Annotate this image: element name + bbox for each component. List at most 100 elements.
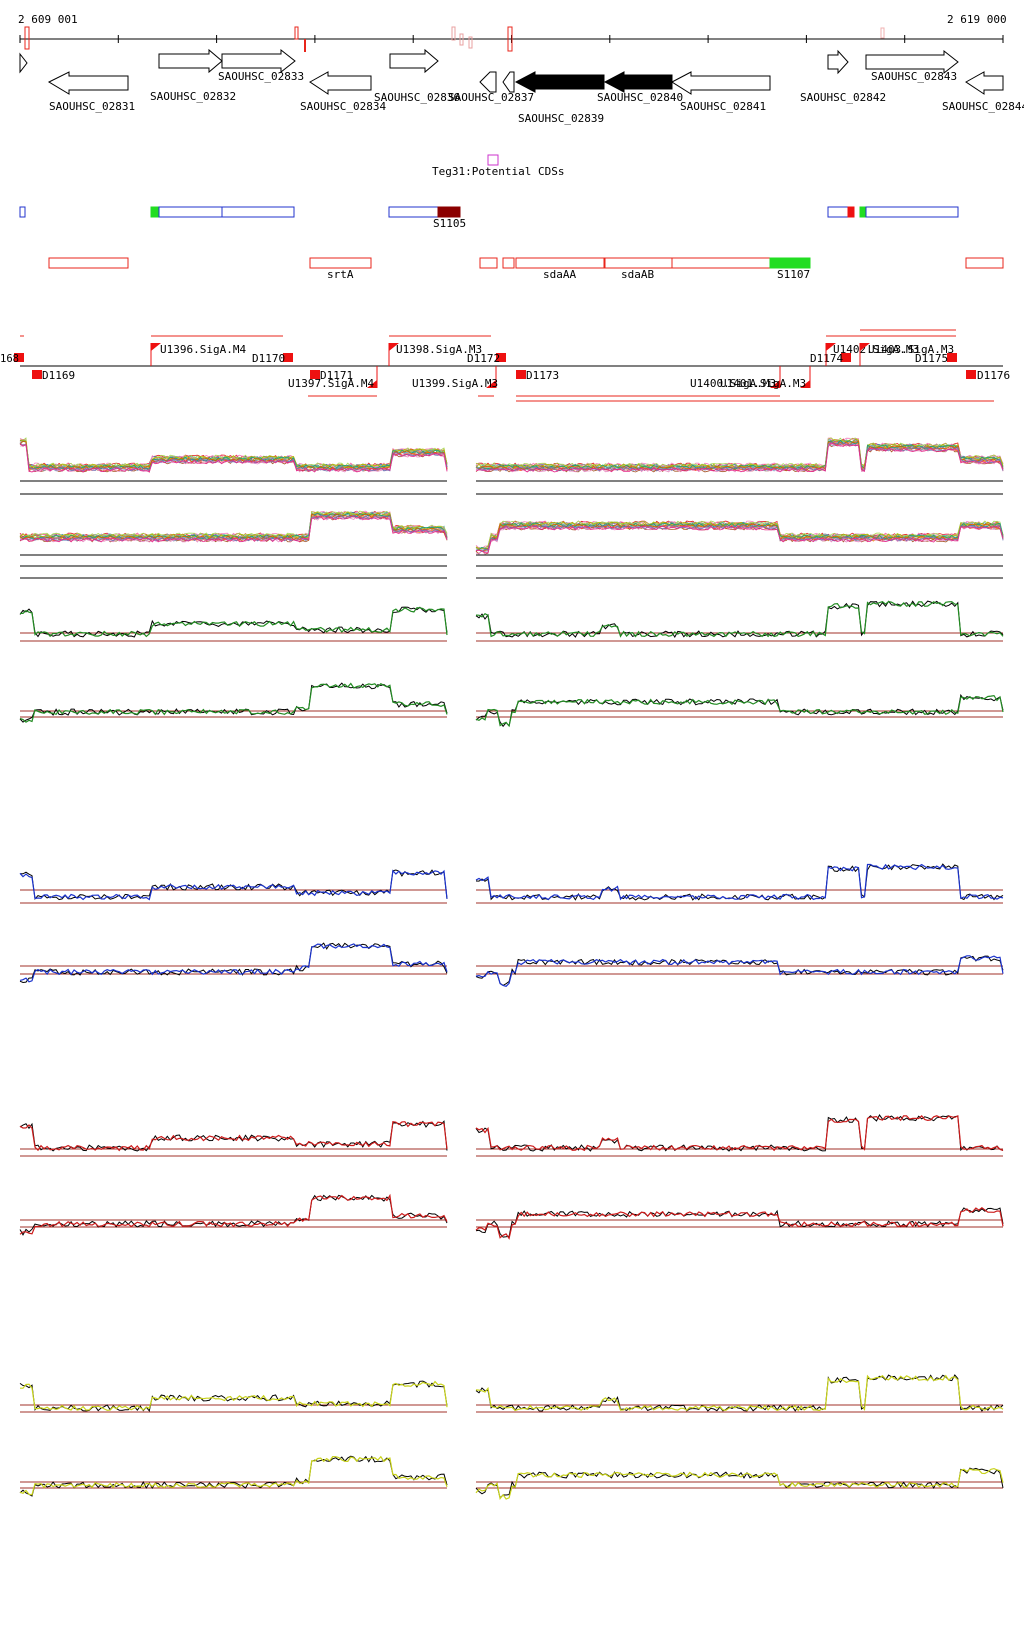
segment-box-s1107[interactable] [769, 257, 811, 269]
promoter-flag[interactable] [389, 343, 399, 351]
segment-box[interactable] [479, 257, 498, 269]
expression-panel [475, 600, 1004, 642]
expression-curve-black [475, 1207, 1004, 1238]
promoter-flag[interactable] [151, 343, 161, 351]
segment-box-sdaab[interactable] [604, 257, 673, 269]
expression-curve-colored [19, 1193, 448, 1235]
segment-box-green[interactable] [150, 206, 160, 218]
promoter-label: D1174 [810, 352, 843, 365]
promoter-label: U1402.SigA.M3 [833, 343, 919, 356]
expression-curve-colored [19, 869, 448, 901]
expression-panel [475, 955, 1004, 987]
terminator-marker[interactable] [310, 370, 320, 379]
segment-box-s1105[interactable] [437, 206, 461, 218]
gene-label: SAOUHSC_02839 [518, 112, 604, 125]
segment-label: srtA [327, 268, 354, 281]
gene-arrow-02840[interactable] [603, 71, 673, 93]
segment-box-sdaaa[interactable] [515, 257, 605, 269]
gene-arrow-02836[interactable] [389, 48, 439, 74]
gene-arrow-02841[interactable] [671, 71, 771, 95]
segment-box-green[interactable] [859, 206, 867, 218]
expression-panel [19, 437, 448, 495]
ruler-marker [507, 26, 513, 52]
ruler-marker [304, 39, 306, 52]
segment-box[interactable] [221, 206, 295, 218]
expression-panel [475, 520, 1004, 579]
promoter-track: 168 D1170 D1172 D1174 D1175 U1396.SigA.M… [0, 329, 1010, 402]
gene-arrow-02833[interactable] [221, 48, 296, 74]
segment-box[interactable] [19, 206, 26, 218]
expression-curve [475, 523, 1004, 552]
segment-box[interactable] [827, 206, 849, 218]
expression-panel [19, 1455, 448, 1497]
ruler-marker [24, 26, 30, 50]
segment-box-red[interactable] [847, 206, 855, 218]
segment-track-blue: S1105 [19, 206, 959, 230]
expression-curve-colored [20, 607, 448, 638]
segment-label: S1105 [433, 217, 466, 230]
segment-box-srta[interactable] [309, 257, 372, 269]
gene-arrow-02831[interactable] [47, 71, 129, 95]
promoter-flag[interactable] [826, 343, 836, 351]
terminator-marker[interactable] [947, 353, 957, 362]
promoter-label: U1403.SigA.M3 [868, 343, 954, 356]
gene-arrow-02843[interactable] [865, 49, 959, 75]
expression-curve [475, 442, 1004, 473]
terminator-marker[interactable] [516, 370, 526, 379]
promoter-flag[interactable] [860, 343, 870, 351]
segment-box[interactable] [865, 206, 959, 218]
promoter-label: D1172 [467, 352, 500, 365]
gene-arrow-02837a[interactable] [479, 71, 497, 93]
gene-arrow-02844[interactable] [965, 71, 1004, 95]
gene-label: SAOUHSC_02844 [942, 100, 1024, 113]
promoter-flag[interactable] [800, 380, 810, 388]
segment-box[interactable] [502, 257, 515, 269]
expression-curve-colored [475, 955, 1004, 987]
expression-curve [19, 443, 448, 472]
gene-label: SAOUHSC_02836 [374, 91, 460, 104]
terminator-marker[interactable] [966, 370, 976, 379]
expression-curve-colored [475, 1114, 1004, 1152]
expression-curve-black [475, 1114, 1004, 1152]
teg31-track: Teg31:Potential CDSs [432, 154, 564, 178]
expression-curve [475, 525, 1004, 554]
teg31-box[interactable] [487, 154, 499, 166]
terminator-marker[interactable] [496, 353, 506, 362]
expression-panel [475, 1114, 1004, 1157]
gene-label: SAOUHSC_02840 [597, 91, 683, 104]
segment-label: sdaAA [543, 268, 576, 281]
expression-curve-black [475, 1374, 1004, 1412]
gene-arrow-02834[interactable] [309, 71, 372, 95]
expression-panel [19, 510, 448, 579]
expression-panel [475, 1374, 1004, 1413]
gene-arrow-02832[interactable] [158, 48, 223, 74]
expression-panel [19, 942, 448, 984]
segment-box[interactable] [965, 257, 1004, 269]
expression-curve-black [19, 1194, 448, 1236]
promoter-label: U1399.SigA.M3 [412, 377, 498, 390]
terminator-marker[interactable] [32, 370, 42, 379]
expression-curve [475, 525, 1004, 555]
ruler-marker [294, 26, 299, 40]
gene-arrow-02837b[interactable] [502, 71, 515, 93]
promoter-flag[interactable] [367, 380, 377, 388]
promoter-flag[interactable] [486, 380, 496, 388]
segment-box[interactable] [671, 257, 771, 269]
expression-panel [19, 869, 448, 904]
promoter-label: D1176 [977, 369, 1010, 382]
segment-box[interactable] [48, 257, 129, 269]
gene-arrow-02842[interactable] [827, 49, 849, 75]
expression-panel [475, 1467, 1004, 1500]
gene-arrow-02839[interactable] [514, 71, 605, 93]
expression-curve [19, 439, 448, 469]
terminator-marker[interactable] [841, 353, 851, 362]
expression-curve-colored [475, 1206, 1004, 1240]
terminator-marker[interactable] [14, 353, 24, 362]
promoter-flag[interactable] [770, 380, 780, 388]
promoter-label: U1400.SigA.M3 [690, 377, 776, 390]
segment-box[interactable] [388, 206, 439, 218]
gene-arrow-edge[interactable] [19, 52, 28, 74]
segment-box[interactable] [158, 206, 223, 218]
expression-panel [19, 682, 448, 723]
terminator-marker[interactable] [283, 353, 293, 362]
